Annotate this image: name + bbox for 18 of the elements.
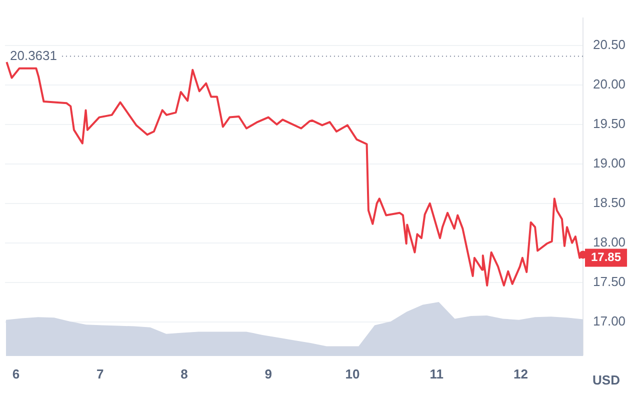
y-tick-label: 17.50 xyxy=(593,274,626,289)
x-tick-label: 8 xyxy=(180,366,188,382)
y-tick-label: 19.00 xyxy=(593,155,626,170)
y-tick-label: 17.00 xyxy=(593,313,626,328)
ref-line-label: 20.3631 xyxy=(10,48,57,63)
x-tick-label: 6 xyxy=(12,366,20,382)
y-tick-label: 20.50 xyxy=(593,37,626,52)
x-tick-label: 11 xyxy=(430,366,444,382)
y-tick-label: 19.50 xyxy=(593,116,626,131)
y-tick-label: 18.50 xyxy=(593,194,626,210)
y-axis-title: USD xyxy=(592,372,620,388)
x-tick-label: 12 xyxy=(514,366,528,382)
annotation: 17.85 xyxy=(591,250,622,264)
y-tick-label: 18.00 xyxy=(593,234,626,250)
x-tick-label: 10 xyxy=(345,366,360,382)
x-tick-label: 9 xyxy=(264,366,272,382)
y-tick-label: 20.00 xyxy=(593,76,626,92)
x-tick-label: 7 xyxy=(96,366,104,382)
